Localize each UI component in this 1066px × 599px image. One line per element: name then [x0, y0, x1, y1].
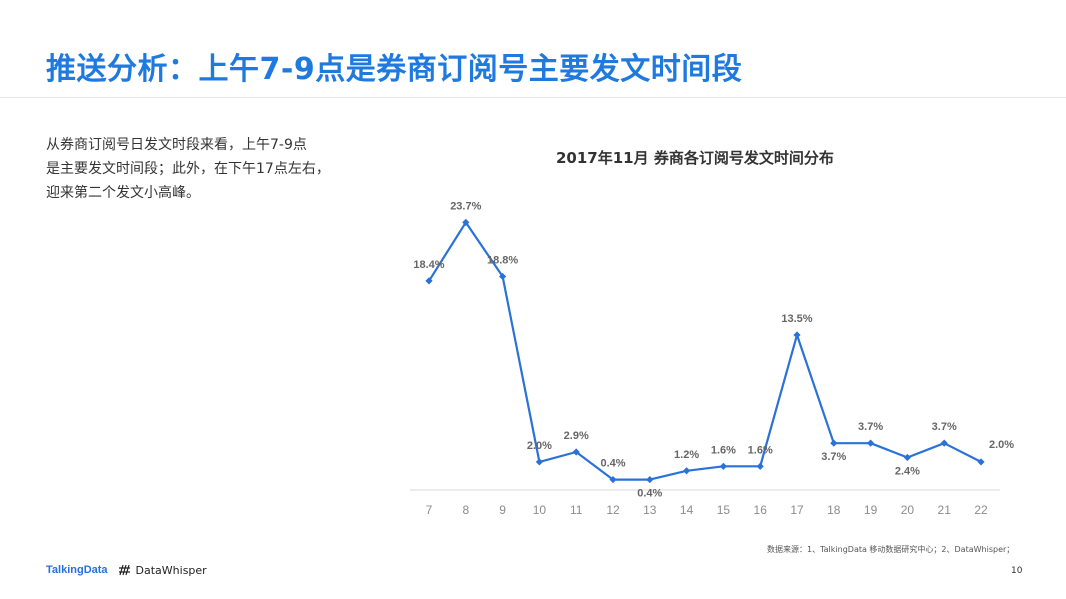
x-tick-label: 9 — [499, 503, 506, 517]
datawhisper-logo-text: DataWhisper — [135, 563, 207, 577]
x-tick-label: 11 — [570, 503, 583, 517]
data-label: 1.6% — [711, 444, 736, 456]
data-label: 13.5% — [781, 313, 812, 325]
data-label: 23.7% — [450, 200, 481, 212]
data-point-marker — [977, 458, 985, 466]
description-line-1: 从券商订阅号日发文时段来看，上午7-9点 — [46, 137, 307, 153]
x-tick-label: 22 — [974, 503, 988, 517]
data-point-marker — [499, 272, 507, 281]
data-point-marker — [830, 439, 838, 447]
data-label: 2.9% — [564, 430, 589, 442]
x-tick-label: 15 — [717, 503, 731, 517]
x-tick-label: 14 — [680, 503, 694, 517]
talkingdata-logo: TalkingData — [46, 564, 108, 576]
data-point-marker — [867, 439, 875, 447]
line-chart: 18.4% 7 23.7% 8 18.8% 9 2.0% 10 2.9% 11 0.4% 12 0.4%… — [410, 200, 1014, 517]
data-label: 0.4% — [600, 458, 625, 470]
description-line-2: 是主要发文时间段；此外，在下午17点左右， — [46, 161, 330, 177]
title-divider — [0, 97, 1066, 98]
x-tick-label: 16 — [754, 503, 768, 517]
data-label: 2.0% — [989, 439, 1014, 451]
series-line — [428, 221, 982, 481]
x-tick-label: 18 — [827, 503, 841, 517]
data-label: 1.2% — [674, 449, 699, 461]
footer-logos: TalkingData DataWhisper — [46, 563, 207, 577]
data-label: 18.4% — [413, 259, 444, 271]
data-point-marker — [793, 331, 801, 339]
x-tick-label: 8 — [462, 503, 469, 517]
x-tick-label: 7 — [426, 503, 433, 517]
data-point-marker — [903, 453, 911, 462]
data-point-marker — [535, 458, 543, 466]
page-title: 推送分析：上午7-9点是券商订阅号主要发文时间段 — [46, 52, 743, 87]
data-label: 2.4% — [895, 466, 920, 478]
datawhisper-logo: DataWhisper — [118, 563, 207, 577]
x-tick-label: 17 — [790, 503, 804, 517]
data-label: 3.7% — [932, 421, 957, 433]
description-text: 从券商订阅号日发文时段来看，上午7-9点 是主要发文时间段；此外，在下午17点左… — [46, 133, 386, 205]
x-tick-label: 21 — [938, 503, 952, 517]
page-number: 10 — [1011, 566, 1023, 576]
x-tick-label: 19 — [864, 503, 878, 517]
x-tick-label: 12 — [606, 503, 620, 517]
x-tick-label: 10 — [533, 503, 547, 517]
source-note: 数据来源：1、TalkingData 移动数据研究中心；2、DataWhispe… — [767, 545, 1015, 554]
data-label: 0.4% — [637, 488, 662, 500]
data-label: 3.7% — [858, 421, 883, 433]
data-point-marker — [646, 475, 654, 484]
data-point-marker — [425, 277, 433, 285]
data-point-marker — [756, 462, 764, 470]
data-point-marker — [719, 462, 727, 470]
x-tick-label: 13 — [643, 503, 657, 517]
data-point-marker — [609, 475, 617, 484]
data-point-marker — [683, 467, 691, 475]
data-label: 18.8% — [487, 254, 518, 266]
chart-title: 2017年11月 券商各订阅号发文时间分布 — [556, 149, 834, 167]
description-line-3: 迎来第二个发文小高峰。 — [46, 185, 200, 201]
data-label: 3.7% — [821, 451, 846, 463]
x-tick-label: 20 — [901, 503, 915, 517]
datawhisper-mark-icon — [118, 564, 130, 576]
data-label: 2.0% — [527, 440, 552, 452]
data-label: 1.6% — [748, 444, 773, 456]
